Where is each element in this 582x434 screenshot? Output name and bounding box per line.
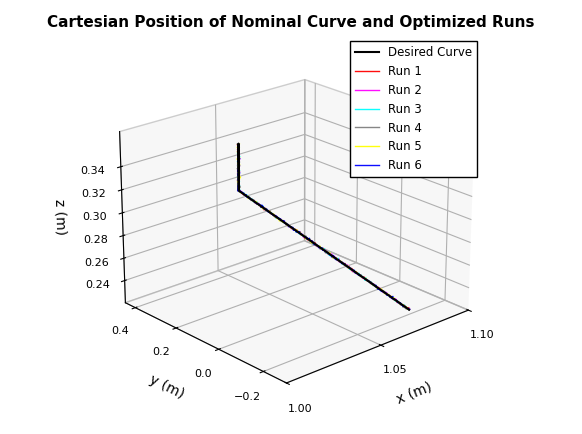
X-axis label: x (m): x (m) bbox=[394, 380, 434, 406]
Legend: Desired Curve, Run 1, Run 2, Run 3, Run 4, Run 5, Run 6: Desired Curve, Run 1, Run 2, Run 3, Run … bbox=[350, 41, 477, 177]
Title: Cartesian Position of Nominal Curve and Optimized Runs: Cartesian Position of Nominal Curve and … bbox=[47, 15, 535, 30]
Y-axis label: y (m): y (m) bbox=[147, 373, 186, 402]
